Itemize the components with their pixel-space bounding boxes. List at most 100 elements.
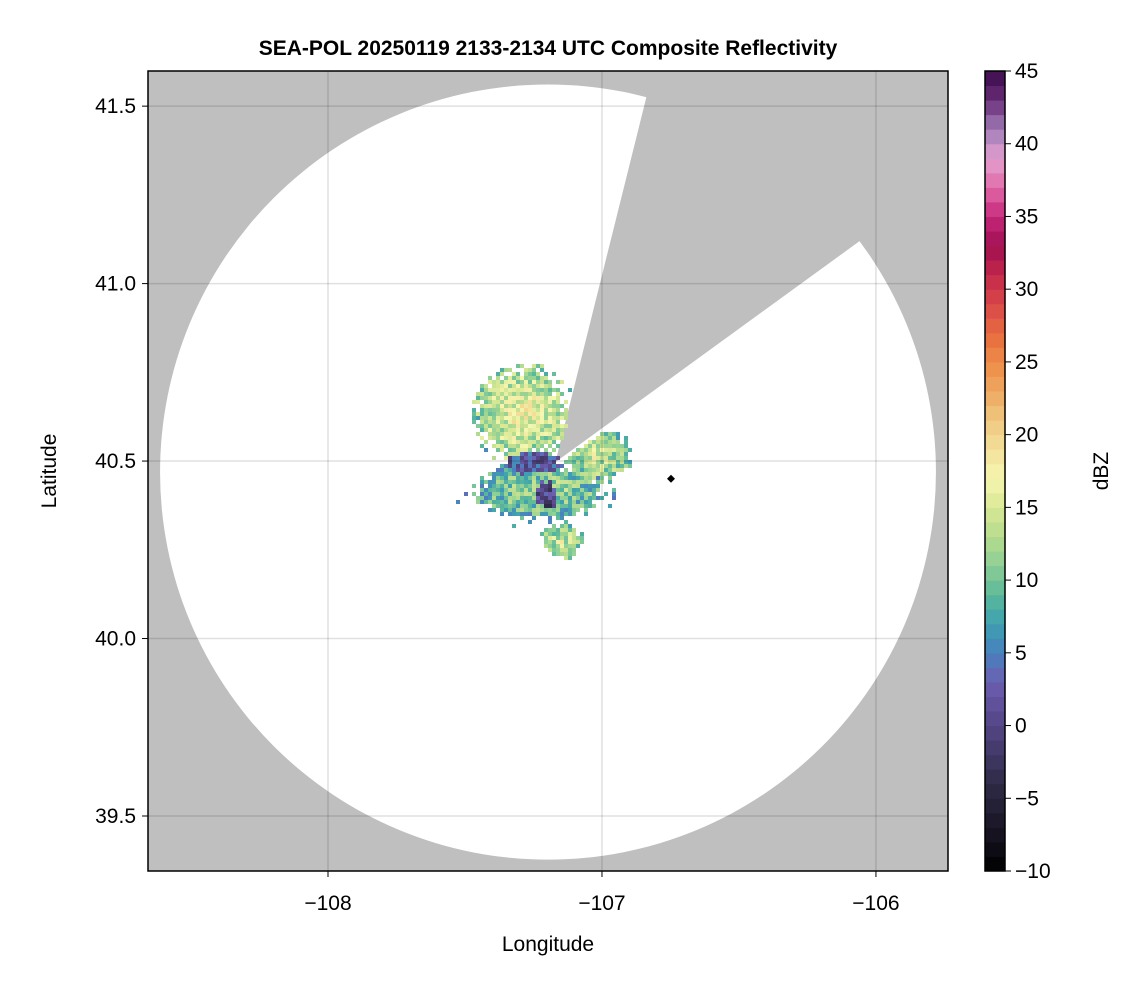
echo-cell <box>588 444 592 448</box>
echo-cell <box>532 472 536 476</box>
echo-cell <box>528 384 532 388</box>
echo-cell <box>620 460 624 464</box>
echo-cell <box>556 516 560 520</box>
echo-cell <box>572 552 576 556</box>
echo-cell <box>516 428 520 432</box>
echo-cell <box>548 520 552 524</box>
echo-cell <box>532 392 536 396</box>
echo-cell <box>596 444 600 448</box>
echo-cell <box>564 512 568 516</box>
echo-cell <box>520 412 524 416</box>
echo-cell <box>548 420 552 424</box>
colorbar-bin <box>985 827 1005 843</box>
echo-cell <box>496 496 500 500</box>
echo-cell <box>568 480 572 484</box>
echo-cell <box>568 544 572 548</box>
colorbar-bin <box>985 85 1005 101</box>
echo-cell <box>564 504 568 508</box>
echo-cell <box>572 492 576 496</box>
colorbar-bin <box>985 521 1005 537</box>
echo-cell <box>484 408 488 412</box>
echo-cell <box>496 372 500 376</box>
echo-cell <box>572 484 576 488</box>
echo-cell <box>492 408 496 412</box>
echo-cell <box>536 480 540 484</box>
echo-cell <box>552 420 556 424</box>
echo-cell <box>520 428 524 432</box>
echo-cell <box>492 400 496 404</box>
echo-cell <box>616 448 620 452</box>
echo-cell <box>568 508 572 512</box>
echo-cell <box>552 544 556 548</box>
echo-cell <box>536 428 540 432</box>
echo-cell <box>536 384 540 388</box>
echo-cell <box>564 540 568 544</box>
colorbar-bin <box>985 361 1005 377</box>
echo-cell <box>480 388 484 392</box>
echo-cell <box>576 472 580 476</box>
echo-cell <box>604 464 608 468</box>
echo-cell <box>564 496 568 500</box>
echo-cell <box>548 532 552 536</box>
echo-cell <box>504 476 508 480</box>
echo-cell <box>512 452 516 456</box>
echo-cell <box>512 524 516 528</box>
echo-cell <box>532 480 536 484</box>
echo-cell <box>508 468 512 472</box>
echo-cell <box>472 420 476 424</box>
echo-cell <box>520 460 524 464</box>
echo-cell <box>556 464 560 468</box>
echo-cell <box>540 408 544 412</box>
echo-cell <box>548 468 552 472</box>
echo-cell <box>516 420 520 424</box>
echo-cell <box>504 412 508 416</box>
echo-cell <box>580 472 584 476</box>
echo-cell <box>508 424 512 428</box>
echo-cell <box>512 512 516 516</box>
echo-cell <box>532 372 536 376</box>
echo-cell <box>568 492 572 496</box>
echo-cell <box>512 460 516 464</box>
echo-cell <box>492 420 496 424</box>
echo-cell <box>524 460 528 464</box>
echo-cell <box>520 400 524 404</box>
echo-cell <box>580 496 584 500</box>
echo-cell <box>600 440 604 444</box>
echo-cell <box>540 388 544 392</box>
echo-cell <box>572 508 576 512</box>
echo-cell <box>564 424 568 428</box>
echo-cell <box>512 476 516 480</box>
echo-cell <box>548 484 552 488</box>
echo-cell <box>592 492 596 496</box>
echo-cell <box>600 468 604 472</box>
echo-cell <box>528 500 532 504</box>
echo-cell <box>544 456 548 460</box>
echo-cell <box>544 416 548 420</box>
echo-cell <box>596 456 600 460</box>
echo-cell <box>564 524 568 528</box>
gridlines <box>148 71 948 871</box>
echo-cell <box>560 532 564 536</box>
echo-cell <box>544 436 548 440</box>
echo-cell <box>508 444 512 448</box>
echo-cell <box>508 428 512 432</box>
echo-cell <box>532 504 536 508</box>
echo-cell <box>520 424 524 428</box>
echo-cell <box>496 476 500 480</box>
y-axis-label: Latitude <box>38 434 61 509</box>
echo-cell <box>596 472 600 476</box>
echo-cell <box>528 388 532 392</box>
echo-cell <box>528 488 532 492</box>
echo-cell <box>540 508 544 512</box>
echo-cell <box>508 440 512 444</box>
echo-cell <box>512 440 516 444</box>
echo-cell <box>600 448 604 452</box>
echo-cell <box>480 484 484 488</box>
echo-cell <box>580 484 584 488</box>
echo-cell <box>560 552 564 556</box>
colorbar-bin <box>985 725 1005 741</box>
echo-cell <box>520 388 524 392</box>
echo-cell <box>492 412 496 416</box>
echo-cell <box>536 464 540 468</box>
echo-cell <box>496 408 500 412</box>
